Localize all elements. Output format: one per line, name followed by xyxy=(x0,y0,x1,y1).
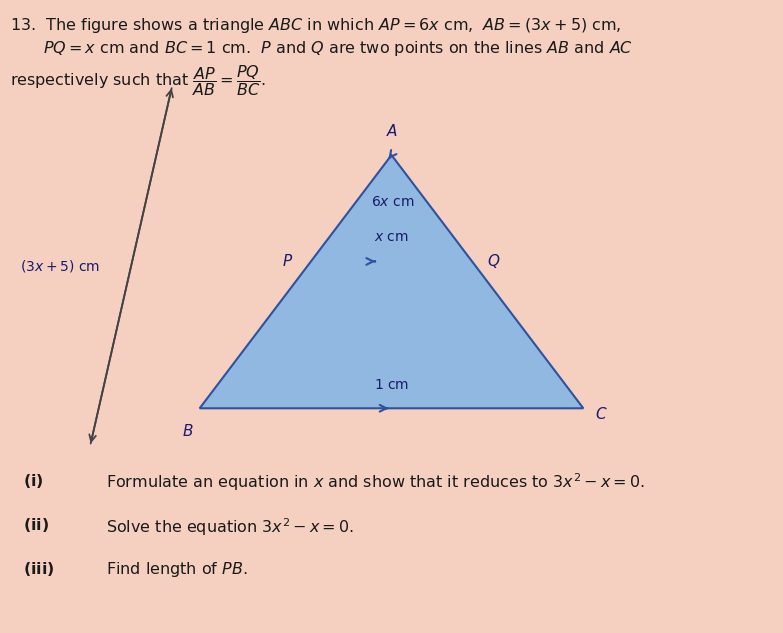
Text: Q: Q xyxy=(488,254,500,269)
Text: respectively such that $\dfrac{\mathit{AP}}{\mathit{AB}} = \dfrac{\mathit{PQ}}{\: respectively such that $\dfrac{\mathit{A… xyxy=(10,63,266,98)
Text: $6x$ cm: $6x$ cm xyxy=(371,195,414,209)
Text: $\mathbf{(i)}$: $\mathbf{(i)}$ xyxy=(23,472,44,489)
Text: $(3x + 5)$ cm: $(3x + 5)$ cm xyxy=(20,258,100,274)
Text: $\mathit{PQ} = \mathit{x}$ cm and $\mathit{BC} = 1$ cm.  $\mathit{P}$ and $\math: $\mathit{PQ} = \mathit{x}$ cm and $\math… xyxy=(43,39,633,58)
Text: 13.  The figure shows a triangle $\mathit{ABC}$ in which $\mathit{AP} = 6\mathit: 13. The figure shows a triangle $\mathit… xyxy=(10,16,622,35)
Text: Solve the equation $3x^2 - x = 0$.: Solve the equation $3x^2 - x = 0$. xyxy=(106,516,354,537)
Text: Find length of $\mathit{PB}$.: Find length of $\mathit{PB}$. xyxy=(106,560,247,579)
Text: C: C xyxy=(595,407,606,422)
Text: B: B xyxy=(182,424,193,439)
Text: $x$ cm: $x$ cm xyxy=(374,230,409,244)
Text: A: A xyxy=(386,124,397,139)
Text: $\mathbf{(ii)}$: $\mathbf{(ii)}$ xyxy=(23,516,49,534)
Text: Formulate an equation in $x$ and show that it reduces to $3x^2 - x = 0$.: Formulate an equation in $x$ and show th… xyxy=(106,472,644,493)
Text: $1$ cm: $1$ cm xyxy=(374,379,409,392)
Polygon shape xyxy=(200,155,583,408)
Text: P: P xyxy=(282,254,291,269)
Text: $\mathbf{(iii)}$: $\mathbf{(iii)}$ xyxy=(23,560,55,578)
